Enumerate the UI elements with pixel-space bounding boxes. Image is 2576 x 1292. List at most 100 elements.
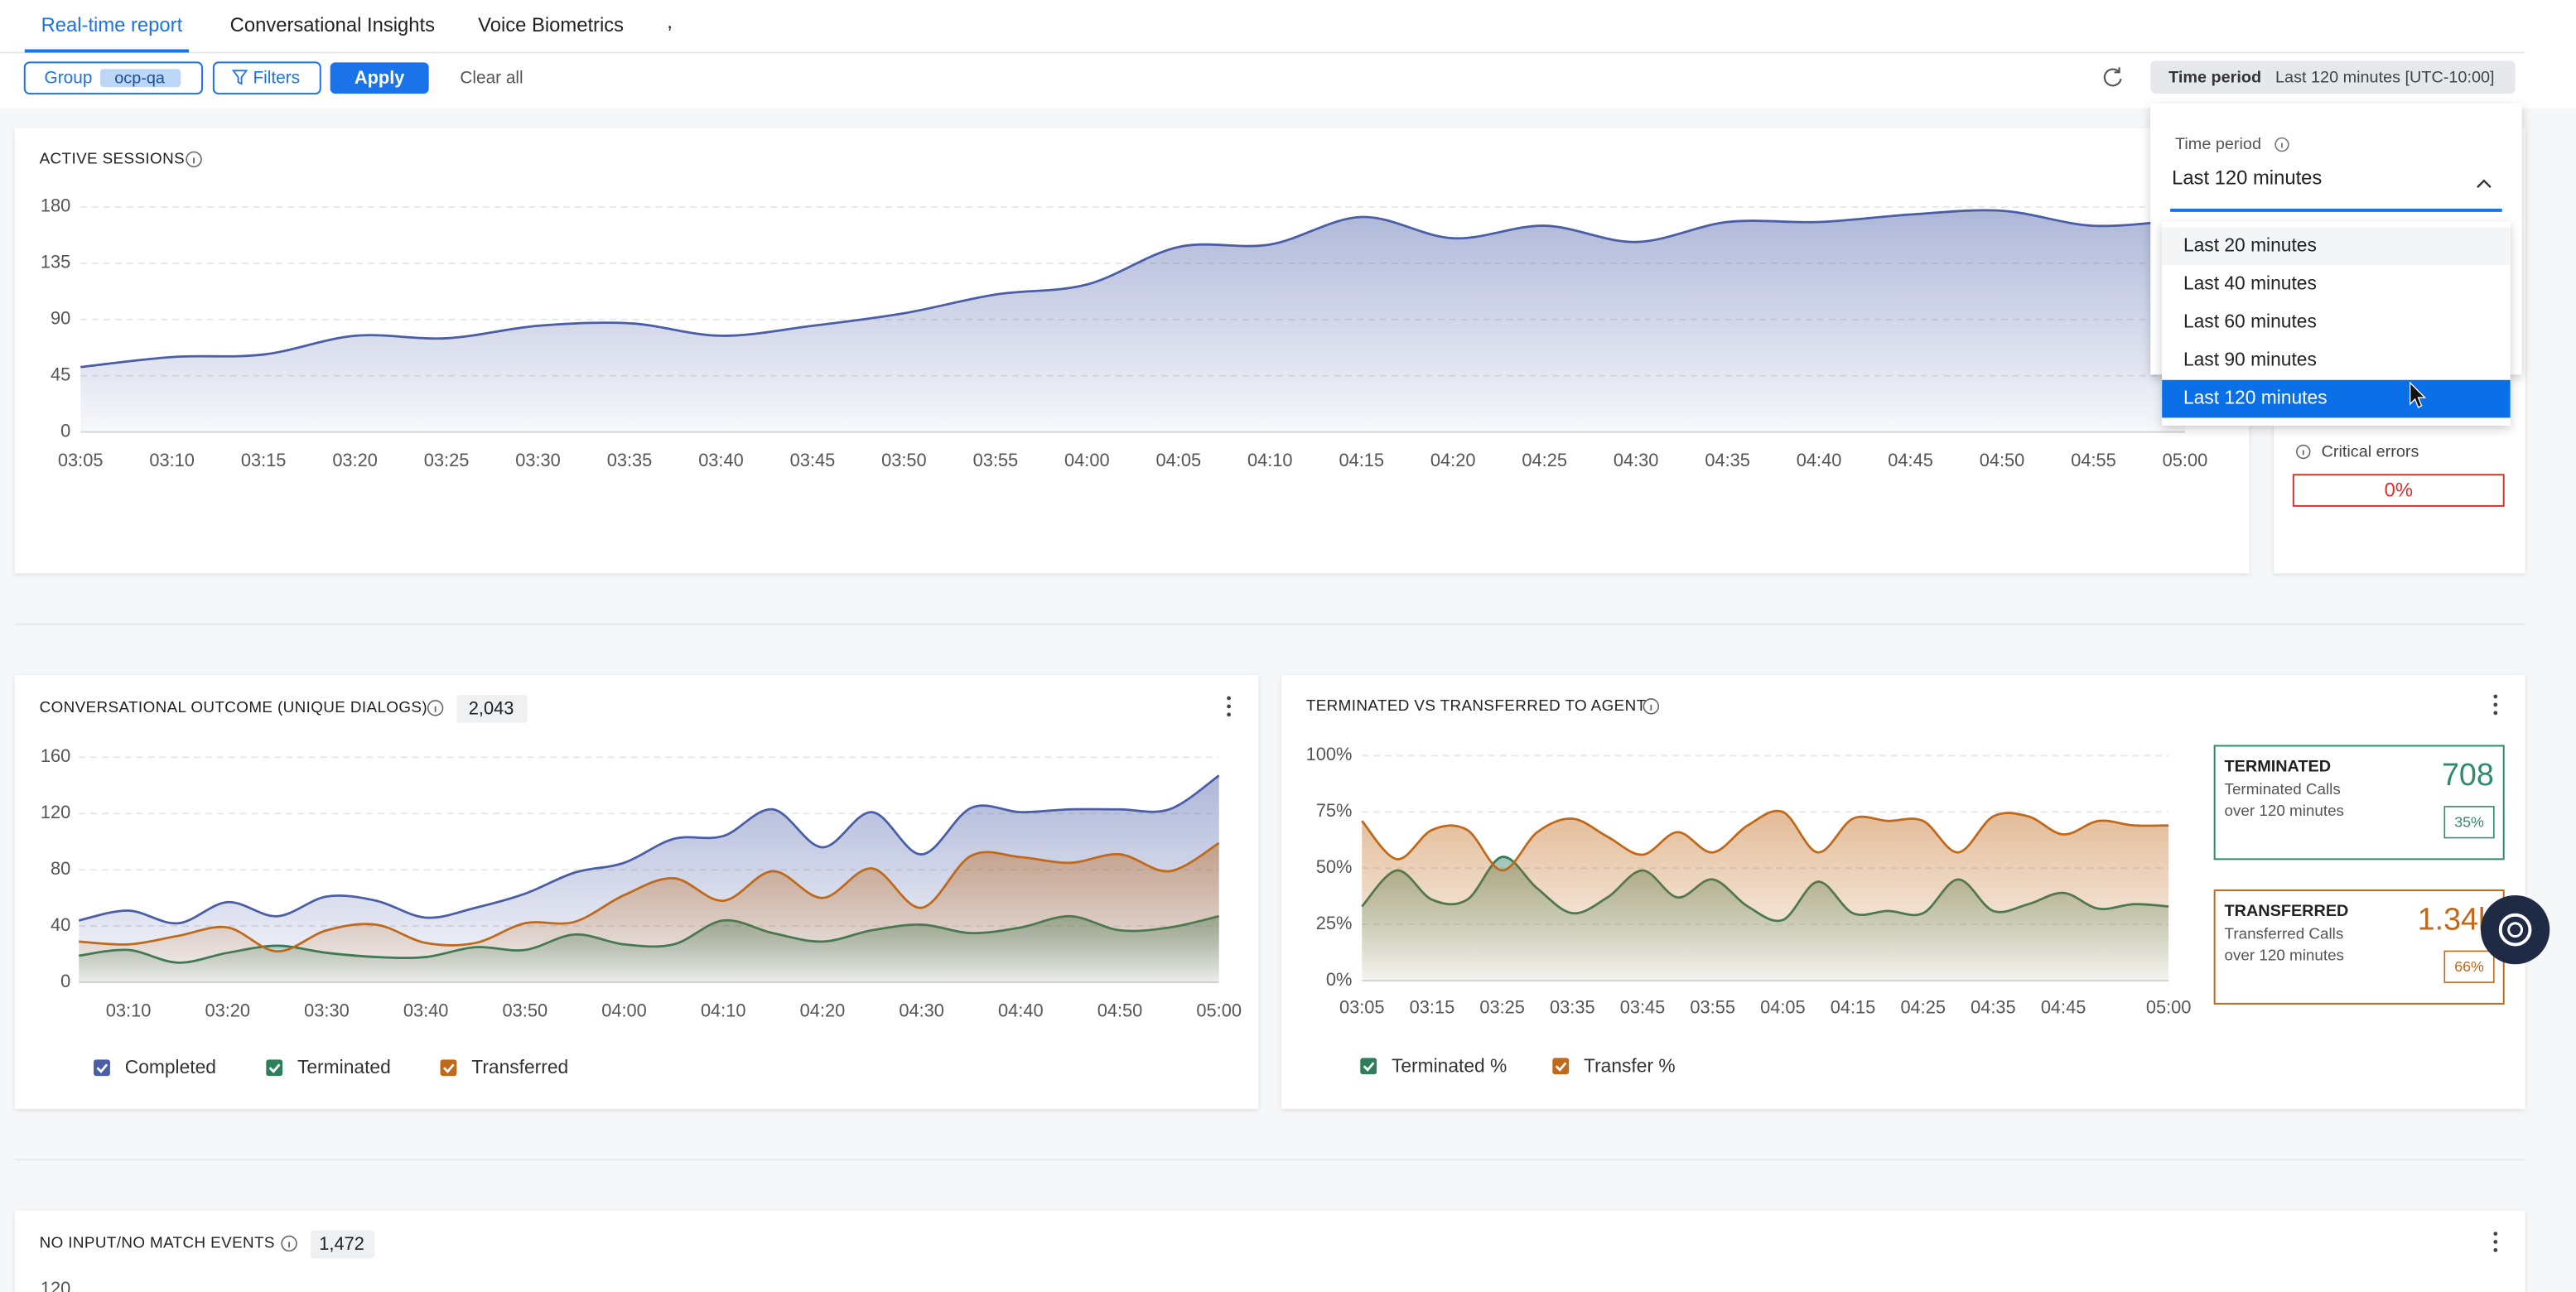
help-button[interactable]: [2480, 894, 2550, 965]
legend-checkbox[interactable]: [1360, 1058, 1377, 1075]
x-tick-label: 04:20: [800, 1000, 846, 1021]
panel: [14, 1210, 2525, 1292]
line: [80, 209, 2186, 369]
menu-icon[interactable]: [1227, 696, 1231, 717]
group-filter[interactable]: Group ocp-qa: [23, 61, 203, 95]
legend-checkbox[interactable]: [440, 1059, 457, 1077]
x-tick-label: 04:40: [998, 1000, 1044, 1021]
option[interactable]: Last 40 minutes: [2183, 272, 2317, 294]
x-tick-label: 03:50: [881, 450, 927, 470]
option[interactable]: Last 120 minutes: [2183, 387, 2328, 408]
time-period-value: Last 120 minutes [UTC-10:00]: [2275, 68, 2495, 86]
tab-underline: [24, 49, 190, 53]
x-tick-label: 03:35: [607, 450, 653, 470]
tab[interactable]: Real-time report: [41, 14, 183, 36]
info-icon: [2275, 137, 2289, 152]
apply-button[interactable]: [330, 62, 429, 94]
refresh-icon[interactable]: [2103, 67, 2122, 87]
kpi-share-box: [2443, 806, 2495, 839]
x-tick-label: 04:30: [899, 1000, 944, 1021]
x-tick-label: 03:25: [1479, 997, 1525, 1018]
y-tick-label: 75%: [1316, 800, 1353, 821]
y-tick-label: 40: [51, 914, 70, 935]
x-tick-label: 03:20: [332, 450, 378, 470]
kpi-title: TRANSFERRED: [2225, 902, 2349, 920]
kpi-card: [2213, 889, 2505, 1005]
legend-checkbox[interactable]: [94, 1059, 110, 1077]
x-tick-label: 04:05: [1760, 997, 1806, 1018]
options: Last 20 minutes Last 40 minutes Last 60 mi…: [2162, 227, 2511, 418]
kpi-period: over 120 minutes: [2225, 802, 2344, 819]
x-tick-label: 03:30: [304, 1000, 350, 1021]
y-tick-label: 80: [51, 858, 70, 879]
kpi-subtitle: Terminated Calls: [2225, 780, 2341, 798]
option[interactable]: Last 60 minutes: [2183, 311, 2317, 332]
y-tick-label: 135: [41, 252, 70, 272]
option[interactable]: Last 20 minutes: [2183, 234, 2317, 256]
x-tick-label: 04:10: [1247, 450, 1293, 470]
x-tick-label: 03:05: [58, 450, 104, 470]
x-tick-label: 03:10: [149, 450, 195, 470]
time-period-dropdown: Time period Last 120 minutes Last 20 min…: [2150, 103, 2522, 426]
y-tick-label: 120: [41, 802, 70, 822]
x-tick-label: 04:35: [1705, 450, 1750, 470]
x-tick-label: 03:05: [1339, 997, 1385, 1018]
kpi-title: TERMINATED: [2225, 758, 2332, 776]
legend-checkbox[interactable]: [1552, 1058, 1570, 1075]
x-tick-label: 03:25: [424, 450, 470, 470]
x-tick-label: 03:45: [790, 450, 836, 470]
legend-label: Terminated %: [1392, 1054, 1507, 1076]
clear-all[interactable]: Clear all: [460, 69, 523, 88]
menu-icon[interactable]: [2493, 694, 2498, 716]
x-tick-label: 03:55: [973, 450, 1019, 470]
line: [79, 841, 1220, 953]
x-tick-label: 05:00: [2146, 997, 2192, 1018]
kpi-period: over 120 minutes: [2225, 946, 2344, 963]
y-tick-label: 0%: [1326, 969, 1353, 990]
checkmark: [268, 1063, 281, 1073]
legend-checkbox[interactable]: [266, 1059, 283, 1077]
header-bg: [0, 0, 2576, 108]
chevron-up[interactable]: [2477, 179, 2492, 188]
tab[interactable]: Conversational Insights: [230, 14, 435, 36]
tab[interactable]: ,: [667, 11, 673, 33]
x-tick-label: 03:40: [698, 450, 744, 470]
time-period-button[interactable]: [2150, 60, 2516, 94]
total-badge: [456, 695, 528, 723]
y-tick-label: 160: [41, 745, 70, 766]
x-tick-label: 03:45: [1620, 997, 1666, 1018]
apply-label: Apply: [355, 67, 405, 88]
checkmark: [96, 1063, 109, 1073]
x-tick-label: 03:40: [403, 1000, 449, 1021]
x-tick-label: 03:10: [106, 1000, 152, 1021]
menu-icon[interactable]: [2493, 1232, 2498, 1252]
x-tick-label: 03:15: [1410, 997, 1455, 1018]
charts: 0 45 90 135 180 03:05 03:10 03:15 03:20 03:25 03:3…: [41, 195, 2207, 1078]
info-icon: [1643, 698, 1660, 715]
dropdown-selected[interactable]: Last 120 minutes: [2172, 166, 2322, 189]
y-tick-label: 50%: [1316, 856, 1353, 877]
x-tick-label: 04:50: [1980, 450, 2025, 470]
option[interactable]: Last 90 minutes: [2183, 349, 2317, 370]
dropdown-label: Time period: [2175, 135, 2261, 153]
x-tick-label: 03:15: [241, 450, 287, 470]
total-value: 1,472: [319, 1233, 364, 1254]
total-badge: [310, 1230, 375, 1259]
x-tick-label: 04:15: [1339, 450, 1384, 470]
line: [78, 774, 1220, 925]
x-tick-label: 03:55: [1690, 997, 1735, 1018]
area-fill: [1362, 811, 2169, 981]
x-tick-label: 04:05: [1156, 450, 1202, 470]
tab[interactable]: Voice Biometrics: [478, 14, 624, 36]
x-tick-label: 04:45: [1888, 450, 1933, 470]
group-label: Group: [45, 69, 93, 88]
y-tick-label: 90: [51, 308, 70, 329]
kpi-card: [2213, 745, 2505, 861]
x-tick-label: 04:30: [1614, 450, 1659, 470]
x-tick-label: 04:20: [1430, 450, 1476, 470]
select-underline: [2170, 208, 2502, 212]
group-chip: [99, 69, 181, 88]
x-tick-label: 05:00: [1196, 1000, 1242, 1021]
